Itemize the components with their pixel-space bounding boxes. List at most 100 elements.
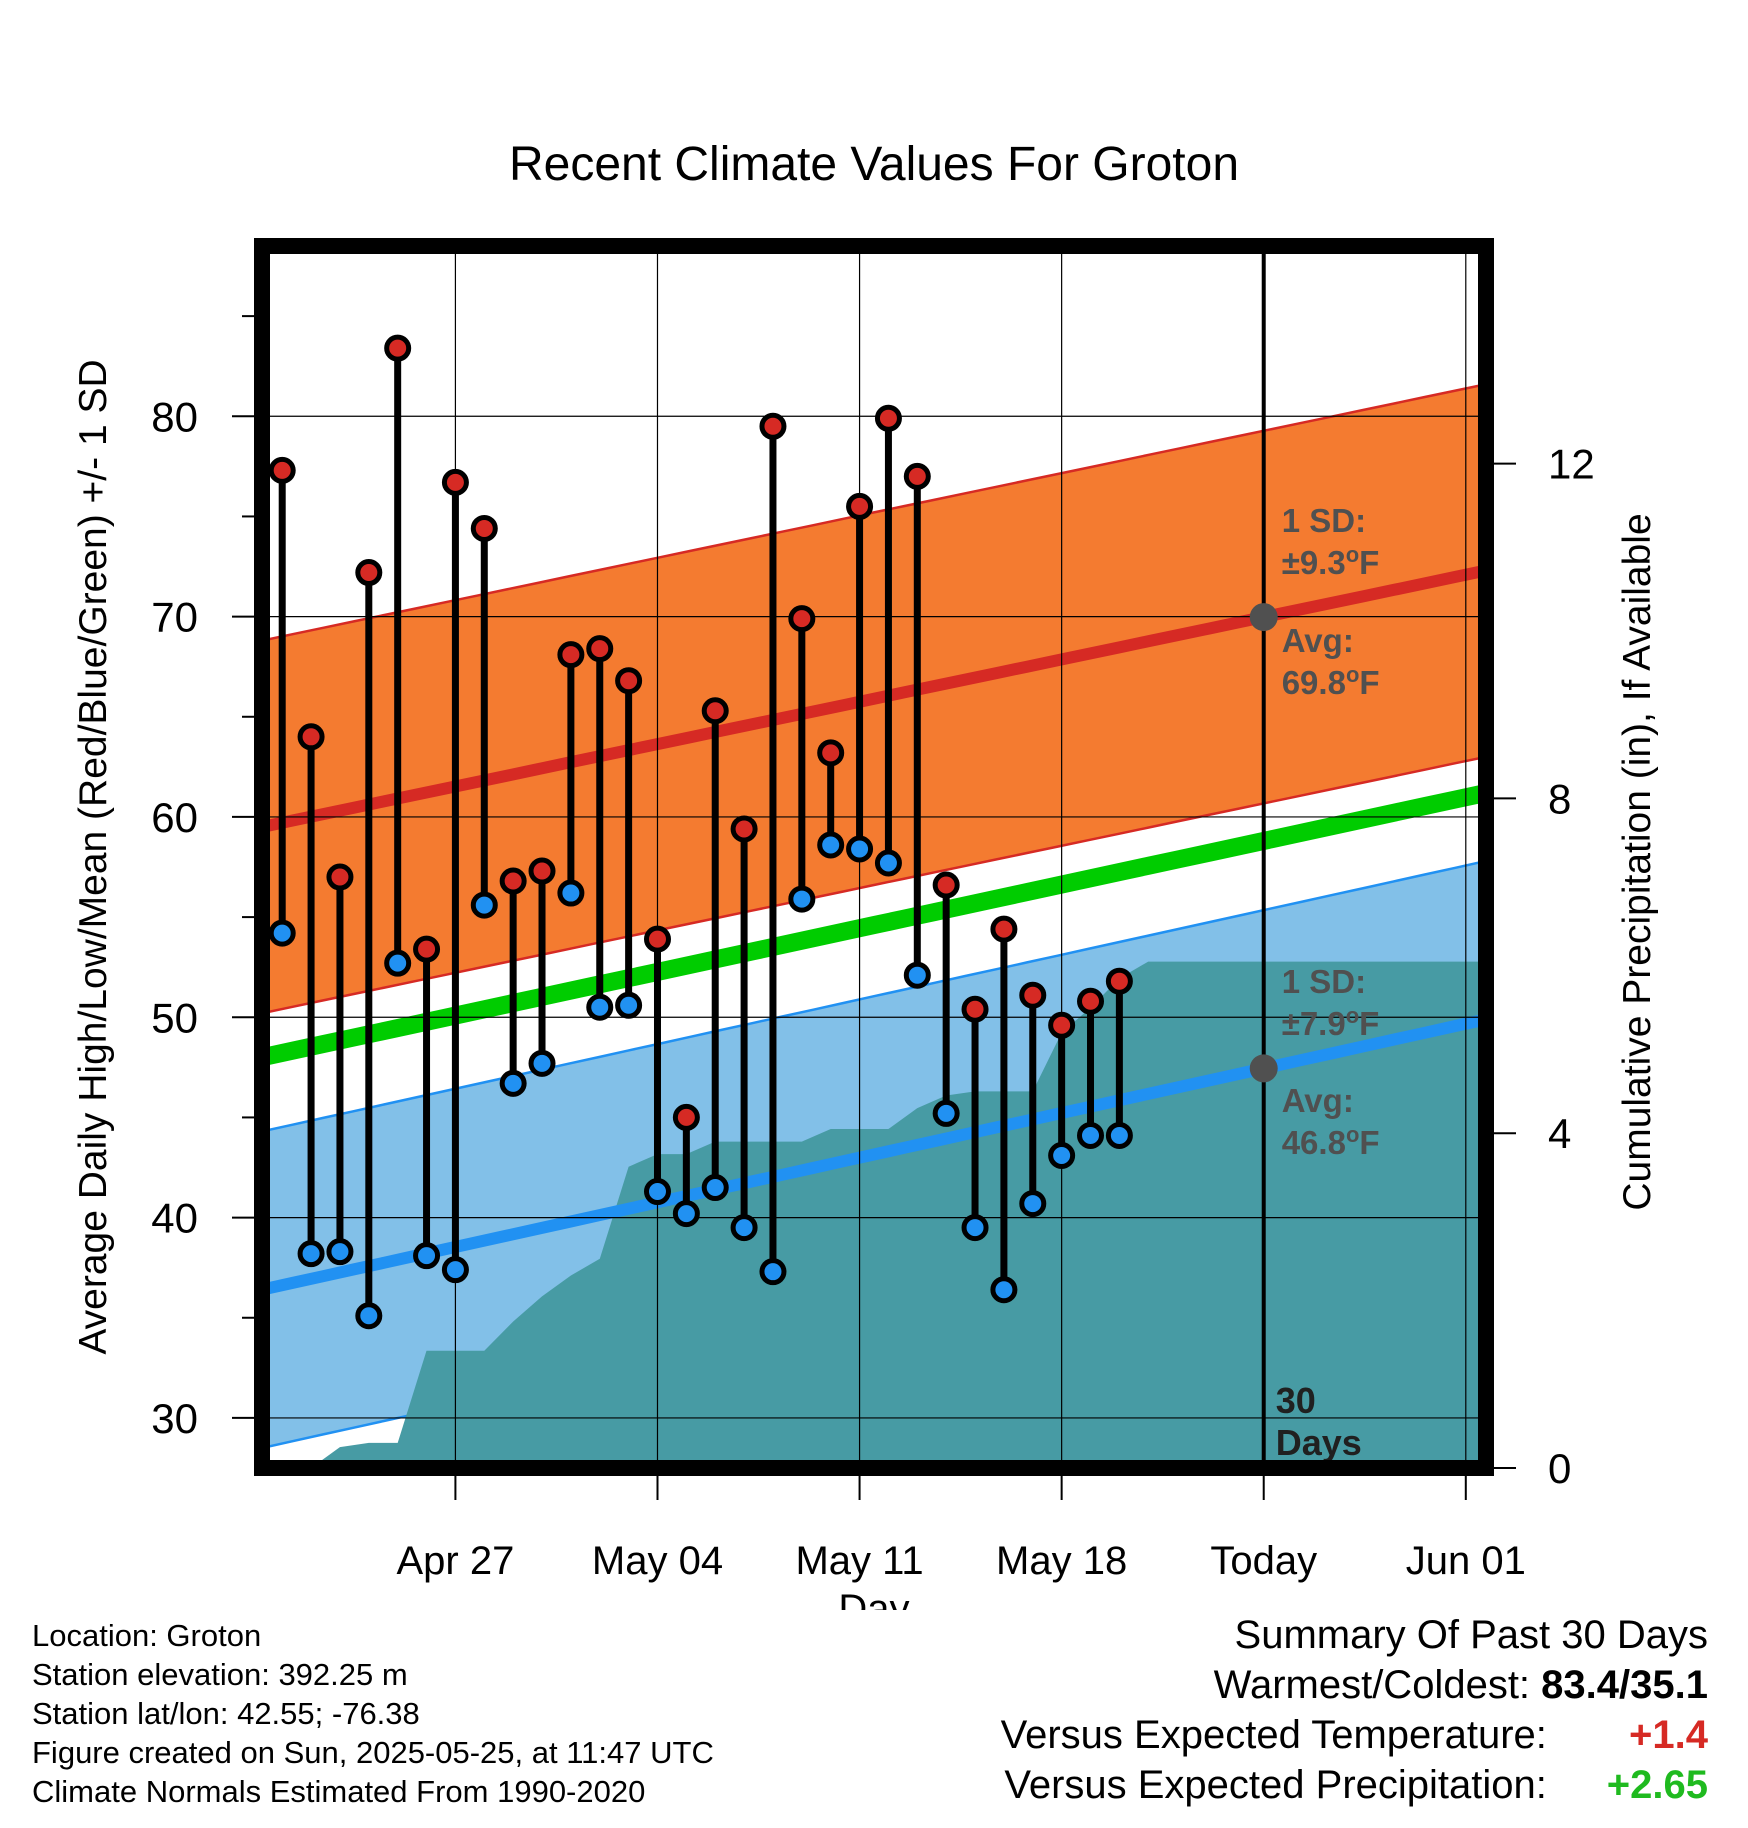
- low-point-8: [499, 1069, 527, 1097]
- normal-high-line: [262, 564, 1486, 833]
- high-point-20: [846, 492, 874, 520]
- y-axis-label-right: Cumulative Precipitation (in), If Availa…: [1616, 513, 1659, 1210]
- latlon-text: Station lat/lon: 42.55; -76.38: [32, 1696, 420, 1731]
- low-point-6: [441, 1256, 469, 1284]
- high-point-29: [1105, 967, 1133, 995]
- high-sd-lower-edge: [262, 755, 1486, 1015]
- low-avg-value: 46.8oF: [1282, 1122, 1380, 1161]
- high-point-19: [817, 739, 845, 767]
- low-point-16: [730, 1214, 758, 1242]
- low-sd-label: 1 SD:: [1282, 963, 1366, 1000]
- climate-chart: Recent Climate Values For Groton 1 SD:±9…: [72, 138, 1659, 1610]
- high-point-8: [499, 867, 527, 895]
- y-left-tick-label-0: 30: [151, 1395, 198, 1442]
- high-point-12: [615, 667, 643, 695]
- y-left-tick-label-5: 80: [151, 393, 198, 440]
- today-days-label: Days: [1276, 1422, 1362, 1463]
- x-tick-label-3: May 18: [996, 1539, 1127, 1583]
- high-point-9: [528, 857, 556, 885]
- low-point-17: [759, 1258, 787, 1286]
- high-point-14: [672, 1103, 700, 1131]
- chart-title: Recent Climate Values For Groton: [509, 138, 1239, 191]
- low-point-18: [788, 885, 816, 913]
- high-point-6: [441, 468, 469, 496]
- low-point-4: [384, 949, 412, 977]
- x-tick-label-4: Today: [1210, 1539, 1317, 1583]
- high-avg-marker: [1249, 603, 1278, 632]
- high-avg-label: Avg:: [1282, 622, 1354, 659]
- low-point-10: [557, 879, 585, 907]
- temperature-markers: [268, 334, 1133, 1330]
- normal-mean-line: [262, 784, 1486, 1067]
- precip-value: +2.65: [1606, 1763, 1708, 1807]
- high-point-23: [932, 871, 960, 899]
- low-point-20: [846, 835, 874, 863]
- low-point-11: [586, 993, 614, 1021]
- high-point-10: [557, 641, 585, 669]
- high-point-3: [355, 559, 383, 587]
- high-point-17: [759, 412, 787, 440]
- high-sd-label: 1 SD:: [1282, 502, 1366, 539]
- summary-precip-row: Versus Expected Precipitation: +2.65: [1001, 1760, 1708, 1810]
- plot-area: [262, 246, 1486, 1468]
- low-point-24: [961, 1214, 989, 1242]
- warmest-value: 83.4/35.1: [1541, 1663, 1708, 1707]
- normal-low-line: [262, 1013, 1486, 1296]
- y-left-tick-label-2: 50: [151, 994, 198, 1041]
- location-text: Location: Groton: [32, 1618, 262, 1653]
- high-point-11: [586, 635, 614, 663]
- temp-label: Versus Expected Temperature:: [1000, 1713, 1547, 1757]
- high-sd-upper-edge: [262, 382, 1486, 642]
- high-point-24: [961, 995, 989, 1023]
- y-right-tick-label-3: 12: [1548, 441, 1595, 488]
- y-left-tick-label-3: 60: [151, 794, 198, 841]
- low-point-28: [1077, 1121, 1105, 1149]
- high-point-25: [990, 915, 1018, 943]
- low-point-2: [326, 1238, 354, 1266]
- low-point-0: [268, 919, 296, 947]
- station-info: Location: Groton Station elevation: 392.…: [32, 1616, 714, 1811]
- low-point-25: [990, 1276, 1018, 1304]
- high-point-0: [268, 456, 296, 484]
- high-point-28: [1077, 987, 1105, 1015]
- low-sd-upper-edge: [262, 859, 1486, 1133]
- low-point-14: [672, 1200, 700, 1228]
- plot-frame: [254, 238, 1494, 1476]
- low-point-5: [413, 1242, 441, 1270]
- y-left-tick-label-1: 40: [151, 1195, 198, 1242]
- low-point-26: [1019, 1190, 1047, 1218]
- high-point-4: [384, 334, 412, 362]
- summary-temp-row: Versus Expected Temperature: +1.4: [1001, 1710, 1708, 1760]
- high-point-18: [788, 605, 816, 633]
- low-avg-label: Avg:: [1282, 1082, 1354, 1119]
- warmest-label: Warmest/Coldest:: [1213, 1663, 1531, 1707]
- low-point-29: [1105, 1121, 1133, 1149]
- x-tick-label-1: May 04: [592, 1539, 723, 1583]
- precip-label: Versus Expected Precipitation:: [1004, 1763, 1547, 1807]
- normals-text: Climate Normals Estimated From 1990-2020: [32, 1774, 646, 1809]
- y-axis-label-left: Average Daily High/Low/Mean (Red/Blue/Gr…: [72, 359, 115, 1354]
- high-point-7: [470, 514, 498, 542]
- summary-panel: Summary Of Past 30 Days Warmest/Coldest:…: [1001, 1610, 1708, 1810]
- high-point-5: [413, 935, 441, 963]
- high-point-15: [701, 697, 729, 725]
- low-point-12: [615, 991, 643, 1019]
- high-point-22: [903, 462, 931, 490]
- high-sd-value: ±9.3oF: [1282, 542, 1380, 581]
- elevation-text: Station elevation: 392.25 m: [32, 1657, 408, 1692]
- low-point-21: [874, 849, 902, 877]
- x-axis-label: Day: [838, 1587, 909, 1610]
- axes: 30 40 50 60 70 80 0 4 8 12 Apr 27 May 04 May 11 May 1…: [151, 315, 1595, 1583]
- high-point-16: [730, 815, 758, 843]
- x-tick-label-0: Apr 27: [396, 1539, 514, 1583]
- temp-value: +1.4: [1629, 1713, 1708, 1757]
- high-point-2: [326, 863, 354, 891]
- high-point-26: [1019, 981, 1047, 1009]
- y-left-tick-label-4: 70: [151, 594, 198, 641]
- high-point-21: [874, 404, 902, 432]
- created-text: Figure created on Sun, 2025-05-25, at 11…: [32, 1735, 714, 1770]
- x-tick-label-2: May 11: [795, 1539, 923, 1583]
- today-count-label: 30: [1276, 1380, 1316, 1421]
- low-point-7: [470, 891, 498, 919]
